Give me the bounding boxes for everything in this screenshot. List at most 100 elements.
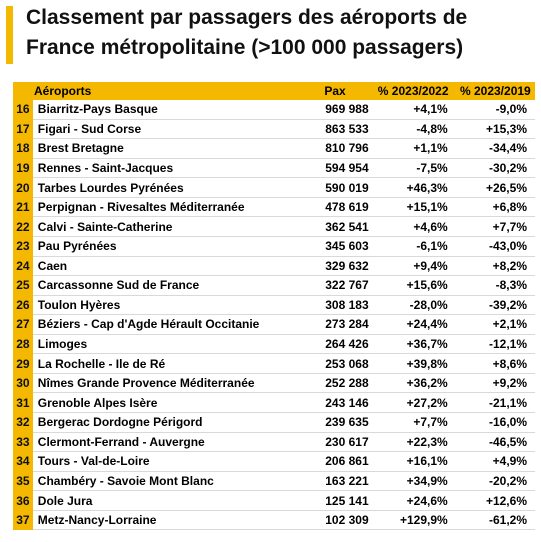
- rank-cell: 23: [13, 236, 33, 257]
- pct-2019-cell: +7,7%: [455, 216, 535, 237]
- page-title: Classement par passagers des aéroports d…: [26, 6, 468, 59]
- rank-cell: 16: [13, 100, 33, 120]
- pct-2022-cell: +7,7%: [370, 412, 456, 433]
- airport-name-cell: Dole Jura: [32, 490, 300, 511]
- table-row: 32 Bergerac Dordogne Périgord 239 635 +7,7%…: [13, 412, 535, 433]
- table-row: 35 Chambéry - Savoie Mont Blanc 163 221 +34…: [13, 471, 535, 492]
- pct-2022-cell: -7,5%: [370, 158, 456, 179]
- pct-2022-cell: +16,1%: [370, 451, 456, 472]
- pax-cell: 329 632: [299, 256, 371, 277]
- rank-cell: 24: [13, 256, 33, 277]
- rank-cell: 29: [13, 353, 33, 374]
- rank-cell: 20: [13, 177, 33, 198]
- rank-cell: 18: [13, 138, 33, 159]
- pax-cell: 206 861: [299, 451, 371, 472]
- pct-2019-cell: -34,4%: [455, 138, 535, 159]
- pax-cell: 253 068: [299, 353, 371, 374]
- pct-2022-cell: +4,6%: [370, 216, 456, 237]
- pct-2019-cell: -20,2%: [455, 471, 535, 492]
- pct-2019-cell: -39,2%: [455, 295, 535, 316]
- pct-2019-cell: -8,3%: [455, 275, 535, 296]
- airport-name-cell: Tarbes Lourdes Pyrénées: [32, 177, 300, 198]
- pct-2022-cell: +24,6%: [370, 490, 456, 511]
- pct-2022-cell: +24,4%: [370, 314, 456, 335]
- table-header-row: Aéroports Pax % 2023/2022 % 2023/2019: [13, 82, 535, 100]
- rank-cell: 25: [13, 275, 33, 296]
- table-row: 16 Biarritz-Pays Basque 969 988 +4,1% -9,0%: [13, 100, 535, 120]
- rank-cell: 36: [13, 490, 33, 511]
- airport-name-cell: Calvi - Sainte-Catherine: [32, 216, 300, 237]
- rank-cell: 22: [13, 216, 33, 237]
- pax-cell: 863 533: [299, 119, 371, 140]
- table-row: 23 Pau Pyrénées 345 603 -6,1% -43,0%: [13, 236, 535, 257]
- table-body: 16 Biarritz-Pays Basque 969 988 +4,1% -9,0% 1…: [13, 100, 535, 531]
- pct-2019-cell: +15,3%: [455, 119, 535, 140]
- header-pax: Pax: [299, 82, 371, 100]
- pct-2022-cell: +34,9%: [370, 471, 456, 492]
- table-row: 26 Toulon Hyères 308 183 -28,0% -39,2%: [13, 295, 535, 316]
- airport-name-cell: Tours - Val-de-Loire: [32, 451, 300, 472]
- pct-2022-cell: +36,2%: [370, 373, 456, 394]
- airport-name-cell: Béziers - Cap d'Agde Hérault Occitanie: [32, 314, 300, 335]
- rank-cell: 19: [13, 158, 33, 179]
- table-row: 18 Brest Bretagne 810 796 +1,1% -34,4%: [13, 138, 535, 159]
- pax-cell: 125 141: [299, 490, 371, 511]
- airport-name-cell: Pau Pyrénées: [32, 236, 300, 257]
- airport-name-cell: Toulon Hyères: [32, 295, 300, 316]
- pax-cell: 478 619: [299, 197, 371, 218]
- airport-name-cell: Chambéry - Savoie Mont Blanc: [32, 471, 300, 492]
- pct-2019-cell: -12,1%: [455, 334, 535, 355]
- airport-ranking-table: Aéroports Pax % 2023/2022 % 2023/2019 16…: [13, 82, 535, 531]
- table-row: 21 Perpignan - Rivesaltes Méditerranée 478…: [13, 197, 535, 218]
- rank-cell: 26: [13, 295, 33, 316]
- airport-name-cell: Perpignan - Rivesaltes Méditerranée: [32, 197, 300, 218]
- pct-2022-cell: +9,4%: [370, 256, 456, 277]
- rank-cell: 21: [13, 197, 33, 218]
- airport-name-cell: Bergerac Dordogne Périgord: [32, 412, 300, 433]
- rank-cell: 37: [13, 510, 33, 531]
- table-row: 37 Metz-Nancy-Lorraine 102 309 +129,9% -61,2…: [13, 510, 535, 531]
- airport-name-cell: Metz-Nancy-Lorraine: [32, 510, 300, 531]
- pax-cell: 243 146: [299, 392, 371, 413]
- pax-cell: 230 617: [299, 432, 371, 453]
- table-row: 31 Grenoble Alpes Isère 243 146 +27,2% -21,1…: [13, 392, 535, 413]
- pct-2019-cell: +2,1%: [455, 314, 535, 335]
- pct-2019-cell: +4,9%: [455, 451, 535, 472]
- pct-2022-cell: +15,6%: [370, 275, 456, 296]
- airport-name-cell: Figari - Sud Corse: [32, 119, 300, 140]
- pct-2019-cell: -46,5%: [455, 432, 535, 453]
- table-row: 25 Carcassonne Sud de France 322 767 +15,6%…: [13, 275, 535, 296]
- pct-2022-cell: +15,1%: [370, 197, 456, 218]
- pct-2022-cell: +1,1%: [370, 138, 456, 159]
- pct-2019-cell: -16,0%: [455, 412, 535, 433]
- airport-name-cell: Carcassonne Sud de France: [32, 275, 300, 296]
- title-accent-bar: [6, 6, 13, 64]
- rank-cell: 27: [13, 314, 33, 335]
- pct-2022-cell: +46,3%: [370, 177, 456, 198]
- pax-cell: 308 183: [299, 295, 371, 316]
- rank-cell: 30: [13, 373, 33, 394]
- pct-2022-cell: +27,2%: [370, 392, 456, 413]
- pct-2022-cell: -6,1%: [370, 236, 456, 257]
- pax-cell: 345 603: [299, 236, 371, 257]
- table-row: 24 Caen 329 632 +9,4% +8,2%: [13, 256, 535, 277]
- table-row: 33 Clermont-Ferrand - Auvergne 230 617 +22,…: [13, 432, 535, 453]
- pax-cell: 590 019: [299, 177, 371, 198]
- pct-2019-cell: +9,2%: [455, 373, 535, 394]
- pct-2022-cell: -28,0%: [370, 295, 456, 316]
- table-row: 29 La Rochelle - Ile de Ré 253 068 +39,8% +8…: [13, 353, 535, 374]
- airport-name-cell: Grenoble Alpes Isère: [32, 392, 300, 413]
- pct-2019-cell: -30,2%: [455, 158, 535, 179]
- pct-2022-cell: -4,8%: [370, 119, 456, 140]
- pct-2019-cell: +8,2%: [455, 256, 535, 277]
- table-row: 36 Dole Jura 125 141 +24,6% +12,6%: [13, 490, 535, 511]
- header-airports: Aéroports: [13, 82, 300, 100]
- pax-cell: 969 988: [299, 100, 371, 120]
- pax-cell: 102 309: [299, 510, 371, 531]
- pct-2022-cell: +39,8%: [370, 353, 456, 374]
- rank-cell: 35: [13, 471, 33, 492]
- rank-cell: 33: [13, 432, 33, 453]
- header-pct-2022: % 2023/2022: [370, 82, 456, 100]
- airport-name-cell: Biarritz-Pays Basque: [32, 100, 300, 120]
- pax-cell: 273 284: [299, 314, 371, 335]
